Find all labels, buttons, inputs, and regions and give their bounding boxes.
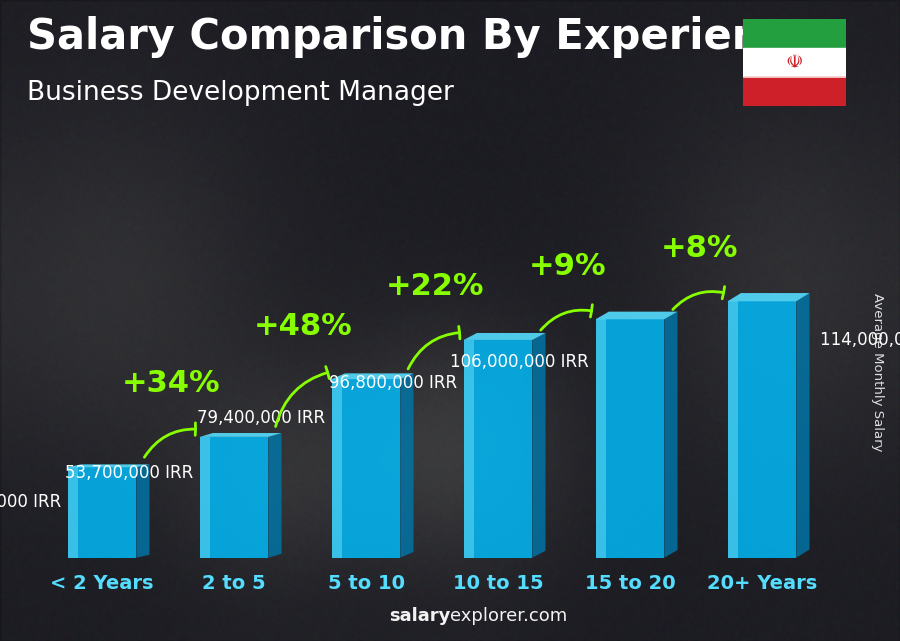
Polygon shape [200,433,282,437]
Bar [200,437,210,558]
Text: +34%: +34% [122,369,220,399]
Bar [464,340,474,558]
Polygon shape [532,333,545,558]
FancyArrowPatch shape [408,326,460,369]
Text: 40,200,000 IRR: 40,200,000 IRR [0,493,61,511]
Bar [742,19,846,48]
Text: +9%: +9% [528,252,606,281]
Text: explorer.com: explorer.com [450,607,567,625]
Bar [464,340,532,558]
Polygon shape [268,433,282,558]
Polygon shape [728,293,809,301]
Text: 96,800,000 IRR: 96,800,000 IRR [329,374,457,392]
Text: 53,700,000 IRR: 53,700,000 IRR [65,464,194,482]
Bar [332,379,342,558]
Bar [332,379,400,558]
Polygon shape [332,373,413,379]
FancyArrowPatch shape [144,423,195,457]
Bar [728,301,796,558]
Polygon shape [68,464,149,467]
Text: Average Monthly Salary: Average Monthly Salary [871,292,884,451]
Text: Salary Comparison By Experience: Salary Comparison By Experience [27,16,814,58]
Text: +48%: +48% [254,312,353,340]
Polygon shape [136,464,149,558]
Bar [596,319,664,558]
Bar [68,467,78,558]
Text: salary: salary [389,607,450,625]
Polygon shape [464,333,545,340]
Polygon shape [596,312,678,319]
FancyArrowPatch shape [541,304,592,330]
Bar [68,467,136,558]
Bar [742,48,846,77]
FancyArrowPatch shape [673,287,725,310]
Polygon shape [664,312,678,558]
Bar [728,301,738,558]
Text: ☫: ☫ [786,53,803,72]
Polygon shape [400,373,413,558]
Text: +8%: +8% [661,234,738,263]
Bar [742,77,846,106]
Bar [200,437,268,558]
FancyArrowPatch shape [275,367,329,426]
Text: 79,400,000 IRR: 79,400,000 IRR [197,410,325,428]
Text: 114,000,000 IRR: 114,000,000 IRR [820,331,900,349]
Polygon shape [796,293,809,558]
Text: Business Development Manager: Business Development Manager [27,80,454,106]
Text: +22%: +22% [386,272,484,301]
Text: 106,000,000 IRR: 106,000,000 IRR [450,353,590,371]
Bar [596,319,606,558]
